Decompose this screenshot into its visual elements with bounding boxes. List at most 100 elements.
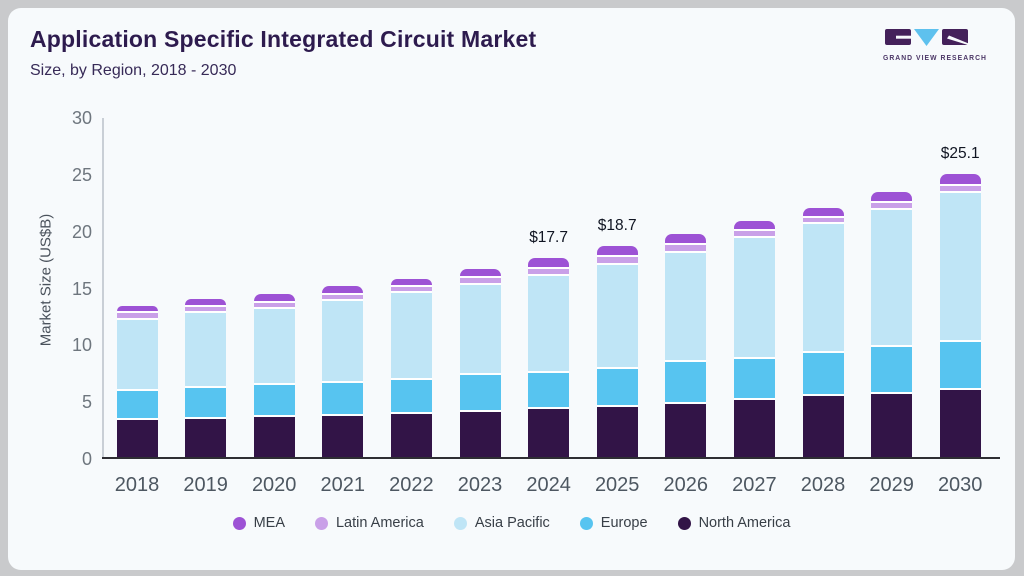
segment-2026-mea: [665, 233, 707, 243]
chart-subtitle: Size, by Region, 2018 - 2030: [30, 62, 237, 79]
segment-2023-latin-america: [459, 275, 501, 283]
segment-2025-north-america: [596, 405, 638, 457]
segment-2030-north-america: [939, 388, 981, 457]
segment-2024-mea: [528, 257, 570, 267]
segment-2030-asia-pacific: [939, 190, 981, 340]
segment-2018-europe: [116, 388, 158, 418]
legend-swatch-icon: [677, 516, 691, 530]
x-tick-label-2026: 2026: [663, 474, 709, 496]
logo-wordmark: GRAND VIEW RESEARCH: [883, 53, 987, 62]
grand-view-research-logo: GRAND VIEW RESEARCH: [883, 29, 987, 62]
segment-2020-mea: [253, 294, 295, 301]
segment-2019-mea: [185, 298, 227, 306]
x-tick-label-2025: 2025: [594, 474, 640, 496]
segment-2023-europe: [459, 372, 501, 410]
y-tick-label: 10: [71, 335, 92, 356]
legend: MEA Latin America Asia Pacific Europe North …: [8, 515, 1015, 531]
y-axis-line: [102, 118, 104, 459]
x-axis-line: [102, 457, 1000, 459]
legend-swatch-icon: [579, 516, 593, 530]
bar-2026: [665, 233, 707, 458]
legend-label: MEA: [253, 515, 285, 531]
y-tick-label: 5: [81, 392, 92, 413]
legend-item-europe: Europe: [579, 515, 648, 531]
segment-2026-asia-pacific: [665, 250, 707, 361]
bar-2021: [322, 286, 364, 457]
legend-swatch-icon: [232, 516, 246, 530]
bar-2023: [459, 269, 501, 457]
x-tick-label-2022: 2022: [389, 474, 434, 496]
segment-2019-europe: [185, 386, 227, 417]
x-tick-label-2018: 2018: [114, 474, 160, 496]
segment-2025-latin-america: [596, 255, 638, 264]
segment-2023-mea: [459, 269, 501, 276]
x-tick-label-2021: 2021: [320, 474, 366, 496]
segment-2022-europe: [390, 378, 432, 413]
segment-2022-mea: [390, 279, 432, 286]
segment-2027-mea: [733, 221, 775, 230]
y-tick-label: 25: [71, 164, 92, 185]
segment-2027-latin-america: [733, 229, 775, 237]
legend-item-asia-pacific: Asia Pacific: [453, 515, 550, 531]
x-tick-label-2029: 2029: [869, 474, 914, 496]
logo-g-notch: [896, 35, 911, 39]
x-tick-label-2024: 2024: [526, 474, 571, 496]
segment-2019-latin-america: [185, 305, 227, 312]
bar-2018: [116, 305, 158, 457]
segment-2027-asia-pacific: [733, 236, 775, 357]
segment-2021-mea: [322, 286, 364, 293]
segment-2025-mea: [596, 246, 638, 256]
segment-2028-mea: [802, 207, 844, 216]
segment-2029-asia-pacific: [871, 207, 913, 346]
y-tick-label: 15: [71, 278, 92, 299]
legend-swatch-icon: [314, 516, 328, 530]
y-tick-label: 30: [71, 108, 92, 128]
legend-label: Europe: [600, 515, 648, 531]
segment-2026-latin-america: [665, 242, 707, 251]
segment-2021-europe: [322, 380, 364, 415]
x-tick-label-2023: 2023: [457, 474, 503, 496]
segment-2020-north-america: [253, 415, 295, 457]
bar-2025: [596, 246, 638, 457]
segment-2030-europe: [939, 339, 981, 389]
bar-value-label-2030: $25.1: [940, 144, 980, 162]
legend-item-latin-america: Latin America: [314, 515, 424, 531]
bar-2027: [733, 221, 775, 457]
segment-2025-europe: [596, 366, 638, 406]
segment-2022-latin-america: [390, 285, 432, 291]
legend-item-north-america: North America: [677, 515, 790, 531]
segment-2024-europe: [528, 371, 570, 408]
legend-label: Latin America: [335, 515, 424, 531]
segment-2018-latin-america: [116, 311, 158, 318]
segment-2024-latin-america: [528, 266, 570, 274]
segment-2023-asia-pacific: [459, 282, 501, 373]
segment-2021-latin-america: [322, 292, 364, 299]
segment-2030-latin-america: [939, 183, 981, 191]
legend-item-mea: MEA: [232, 515, 285, 531]
segment-2018-asia-pacific: [116, 317, 158, 389]
segment-2029-latin-america: [871, 200, 913, 208]
bar-2020: [253, 294, 295, 457]
x-tick-label-2028: 2028: [800, 474, 846, 496]
segment-2026-europe: [665, 360, 707, 402]
segment-2021-north-america: [322, 414, 364, 457]
segment-2029-mea: [871, 191, 913, 201]
segment-2028-north-america: [802, 393, 844, 458]
segment-2020-europe: [253, 382, 295, 416]
segment-2019-asia-pacific: [185, 311, 227, 387]
segment-2022-asia-pacific: [390, 290, 432, 379]
bar-value-label-2024: $17.7: [529, 228, 568, 246]
x-tick-label-2027: 2027: [732, 474, 777, 496]
segment-2020-asia-pacific: [253, 306, 295, 383]
segment-2020-latin-america: [253, 300, 295, 307]
legend-label: Asia Pacific: [474, 515, 550, 531]
segment-2018-north-america: [116, 417, 158, 457]
bar-value-label-2025: $18.7: [597, 217, 637, 235]
logo-v-triangle: [914, 29, 939, 46]
segment-2024-asia-pacific: [528, 273, 570, 372]
segment-2030-mea: [939, 173, 981, 184]
segment-2027-europe: [733, 356, 775, 399]
segment-2025-asia-pacific: [596, 263, 638, 367]
segment-2024-north-america: [528, 407, 570, 457]
x-tick-label-2030: 2030: [937, 474, 983, 496]
